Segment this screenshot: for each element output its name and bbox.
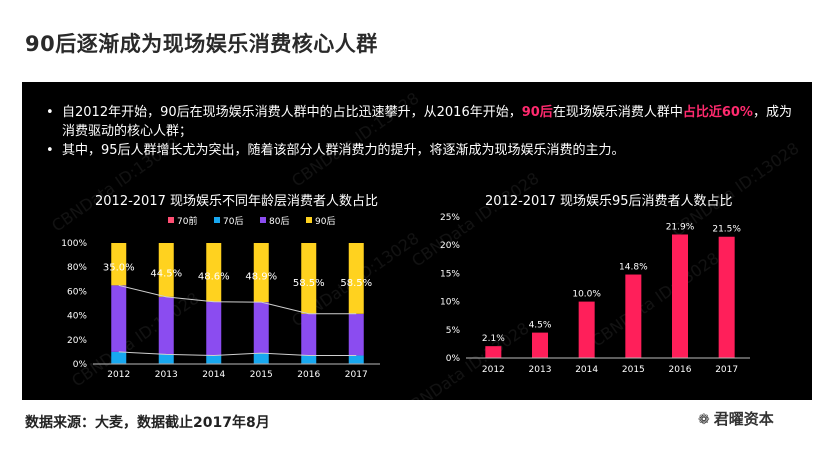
legend-swatch bbox=[214, 217, 220, 223]
x-tick-label: 2017 bbox=[715, 365, 738, 375]
connector-line bbox=[118, 351, 357, 357]
chart-title-age-groups: 2012-2017 现场娱乐不同年龄层消费者人数占比 bbox=[95, 194, 378, 209]
bar-segment bbox=[158, 296, 174, 355]
bullet-dot: • bbox=[46, 105, 54, 120]
legend-swatch bbox=[260, 217, 266, 223]
x-tick-label: 2016 bbox=[297, 370, 320, 380]
data-source-note: 数据来源：大麦，数据截止2017年8月 bbox=[25, 415, 270, 431]
data-label: 48.9% bbox=[245, 272, 277, 283]
x-tick-label: 2017 bbox=[345, 370, 368, 380]
data-label: 58.5% bbox=[293, 278, 325, 289]
y-tick-label: 80% bbox=[67, 263, 87, 273]
y-tick-label: 40% bbox=[67, 312, 87, 322]
data-label: 44.5% bbox=[150, 269, 182, 280]
data-label: 10.0% bbox=[572, 290, 601, 300]
data-label: 2.1% bbox=[482, 334, 505, 344]
bar-segment bbox=[111, 285, 127, 352]
bar-segment bbox=[348, 313, 364, 356]
x-tick-label: 2015 bbox=[250, 370, 273, 380]
y-tick-label: 60% bbox=[67, 287, 87, 297]
x-tick-label: 2013 bbox=[529, 365, 552, 375]
bar-segment bbox=[348, 243, 364, 314]
connector-line bbox=[118, 284, 357, 315]
bullet-text: 自2012年开始，90后在现场娱乐消费人群中的占比迅速攀升，从2016年开始， bbox=[62, 105, 522, 120]
y-tick-label: 20% bbox=[67, 336, 87, 346]
x-tick-label: 2012 bbox=[482, 365, 505, 375]
x-tick-label: 2016 bbox=[669, 365, 692, 375]
stacked-bar-chart: 70前 70后 80后 90后 0% 20% 40% 60% 80% 100% 2012 35.0% 2… bbox=[61, 215, 380, 380]
bar-segment bbox=[253, 353, 269, 364]
bar-chart-95s: 0% 5% 10% 15% 20% 25% 2.1% 2012 4.5% 2013 10.0% 201… bbox=[440, 213, 750, 375]
bar-segment bbox=[301, 243, 317, 314]
bar bbox=[718, 236, 735, 358]
wechat-icon: ❁ bbox=[698, 412, 710, 428]
bar-segment bbox=[253, 302, 269, 354]
bar-segment bbox=[206, 243, 222, 302]
bar-segment bbox=[158, 354, 174, 364]
y-tick-label: 20% bbox=[440, 241, 460, 251]
brand-name: 君曜资本 bbox=[713, 410, 774, 428]
x-tick-label: 2013 bbox=[155, 370, 178, 380]
bar-segment bbox=[348, 355, 364, 364]
legend-label: 70后 bbox=[223, 216, 243, 227]
x-tick-label: 2015 bbox=[622, 365, 645, 375]
legend-swatch bbox=[168, 217, 174, 223]
data-label: 58.5% bbox=[340, 278, 372, 289]
bar bbox=[532, 332, 548, 358]
y-tick-label: 0% bbox=[446, 354, 461, 364]
data-label: 48.6% bbox=[198, 271, 230, 282]
bullet-list: • 自2012年开始，90后在现场娱乐消费人群中的占比迅速攀升，从2016年开始… bbox=[42, 103, 802, 160]
y-tick-label: 100% bbox=[61, 239, 87, 249]
highlight-text: 90后 bbox=[521, 105, 553, 120]
page-title: 90后逐渐成为现场娱乐消费核心人群 bbox=[25, 32, 378, 56]
y-tick-label: 25% bbox=[440, 213, 460, 223]
legend-label: 90后 bbox=[315, 216, 335, 227]
bar-segment bbox=[158, 243, 174, 297]
legend-label: 70前 bbox=[177, 215, 197, 227]
bar bbox=[625, 274, 642, 358]
data-label: 14.8% bbox=[619, 263, 648, 273]
data-label: 21.9% bbox=[666, 222, 695, 232]
x-tick-label: 2014 bbox=[575, 365, 598, 375]
bullet-text: ，成为消费驱动的核心人群； bbox=[62, 105, 792, 139]
x-tick-label: 2012 bbox=[107, 370, 130, 380]
data-label: 4.5% bbox=[529, 321, 552, 331]
chart-title-95s: 2012-2017 现场娱乐95后消费者人数占比 bbox=[485, 194, 733, 209]
bar-segment bbox=[301, 313, 317, 356]
bar bbox=[578, 301, 595, 358]
bullet-item: • 其中，95后人群增长尤为突出，随着该部分人群消费力的提升，将逐渐成为现场娱乐… bbox=[42, 141, 802, 160]
bar-segment bbox=[111, 351, 127, 364]
legend-swatch bbox=[306, 217, 312, 223]
bar-segment bbox=[206, 355, 222, 364]
y-tick-label: 0% bbox=[73, 360, 88, 370]
data-label: 35.0% bbox=[103, 262, 135, 273]
brand-logo: ❁ 君曜资本 bbox=[698, 408, 774, 429]
bullet-text: 其中，95后人群增长尤为突出，随着该部分人群消费力的提升，将逐渐成为现场娱乐消费… bbox=[62, 143, 625, 158]
bar-segment bbox=[206, 301, 222, 356]
bullet-item: • 自2012年开始，90后在现场娱乐消费人群中的占比迅速攀升，从2016年开始… bbox=[42, 103, 802, 141]
bullet-dot: • bbox=[46, 143, 54, 158]
y-tick-label: 10% bbox=[440, 298, 460, 308]
bar bbox=[672, 234, 688, 358]
bar-segment bbox=[253, 243, 269, 303]
bullet-text: 在现场娱乐消费人群中 bbox=[552, 105, 683, 120]
data-label: 21.5% bbox=[712, 225, 741, 235]
legend-label: 80后 bbox=[269, 216, 289, 227]
highlight-text: 占比近60% bbox=[682, 105, 753, 120]
y-tick-label: 5% bbox=[446, 326, 461, 336]
y-tick-label: 15% bbox=[440, 269, 460, 279]
bar-segment bbox=[301, 355, 317, 364]
bar bbox=[485, 346, 502, 358]
x-tick-label: 2014 bbox=[202, 370, 225, 380]
bar-segment bbox=[111, 243, 127, 286]
